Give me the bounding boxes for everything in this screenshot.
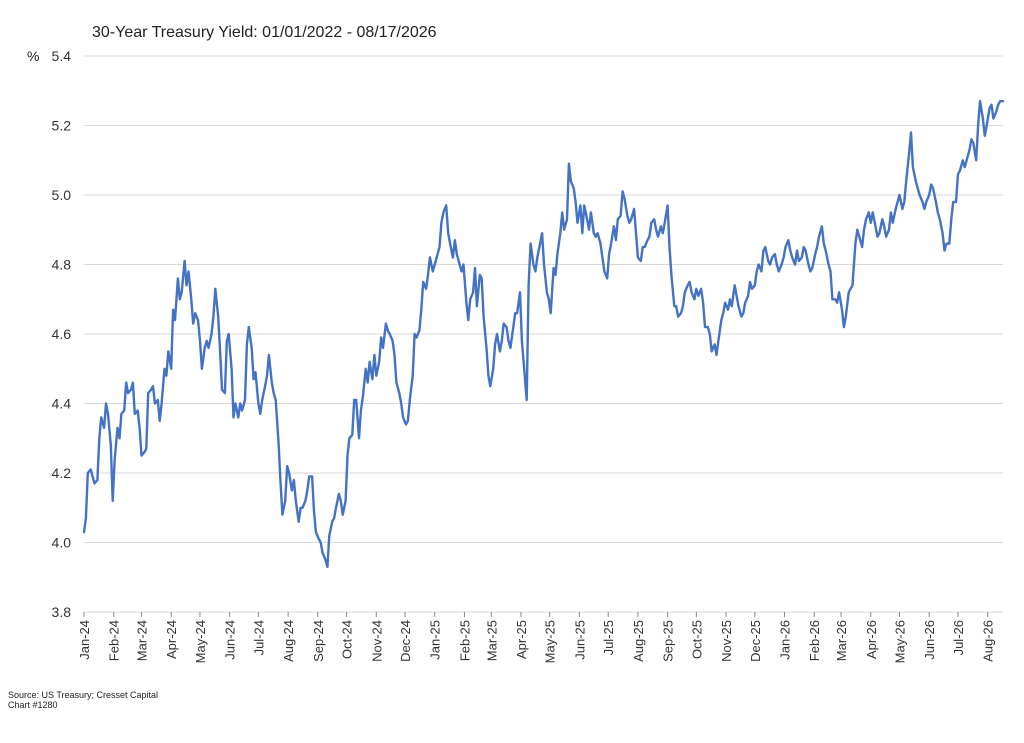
x-tick-label: Apr-25 <box>514 620 529 659</box>
x-axis-ticks: Jan-24 Feb-24 Mar-24 Apr-24 May-24 Jun-24 Jul-… <box>77 612 996 663</box>
y-tick-label: 4.6 <box>52 326 72 342</box>
source-note: Source: US Treasury; Cresset Capital <box>8 690 159 700</box>
chart-title: 30-Year Treasury Yield: 01/01/2022 - 08/… <box>92 24 437 41</box>
x-tick-label: Nov-25 <box>719 620 734 662</box>
x-tick-label: Dec-24 <box>398 620 413 662</box>
x-tick-label: May-24 <box>193 620 208 663</box>
x-tick-label: Jan-25 <box>428 620 443 660</box>
x-tick-label: Aug-24 <box>281 620 296 662</box>
x-tick-label: Jul-24 <box>251 620 266 655</box>
x-tick-label: Mar-26 <box>834 620 849 661</box>
y-tick-label: 4.4 <box>52 396 72 412</box>
x-tick-label: Apr-26 <box>864 620 879 659</box>
x-tick-label: Jun-24 <box>223 620 238 660</box>
y-tick-label: 5.0 <box>52 187 72 203</box>
x-tick-label: Aug-26 <box>981 620 996 662</box>
x-tick-label: Feb-24 <box>107 620 122 661</box>
yield-line <box>82 100 1005 568</box>
x-tick-label: Aug-25 <box>631 620 646 662</box>
series <box>82 100 1005 568</box>
y-tick-label: 5.2 <box>52 118 72 134</box>
y-tick-label: 3.8 <box>52 604 72 620</box>
y-tick-label: 4.8 <box>52 257 72 273</box>
x-tick-label: Jun-25 <box>572 620 587 660</box>
x-tick-label: Nov-24 <box>369 620 384 662</box>
chart-number: Chart #1280 <box>8 700 58 710</box>
y-tick-label: 4.2 <box>52 465 72 481</box>
y-axis-ticks: 3.8 4.0 4.2 4.4 4.6 4.8 5.0 5.2 5.4 <box>52 48 72 620</box>
x-tick-label: Jan-24 <box>77 620 92 660</box>
x-tick-label: Jan-26 <box>778 620 793 660</box>
x-tick-label: Oct-25 <box>689 620 704 659</box>
x-tick-label: Jun-26 <box>922 620 937 660</box>
x-tick-label: Jul-26 <box>951 620 966 655</box>
x-tick-label: Oct-24 <box>340 620 355 659</box>
x-tick-label: Feb-25 <box>457 620 472 661</box>
x-tick-label: Feb-26 <box>807 620 822 661</box>
x-tick-label: May-26 <box>893 620 908 663</box>
y-tick-label: 5.4 <box>52 48 72 64</box>
y-axis-label: % <box>27 48 39 64</box>
x-tick-label: Jul-25 <box>601 620 616 655</box>
x-tick-label: Sep-24 <box>311 620 326 662</box>
x-tick-label: May-25 <box>543 620 558 663</box>
x-tick-label: Mar-24 <box>134 620 149 661</box>
x-tick-label: Dec-25 <box>748 620 763 662</box>
x-tick-label: Mar-25 <box>484 620 499 661</box>
x-tick-label: Sep-25 <box>661 620 676 662</box>
x-tick-label: Apr-24 <box>164 620 179 659</box>
gridlines <box>84 55 1003 613</box>
y-tick-label: 4.0 <box>52 535 72 551</box>
